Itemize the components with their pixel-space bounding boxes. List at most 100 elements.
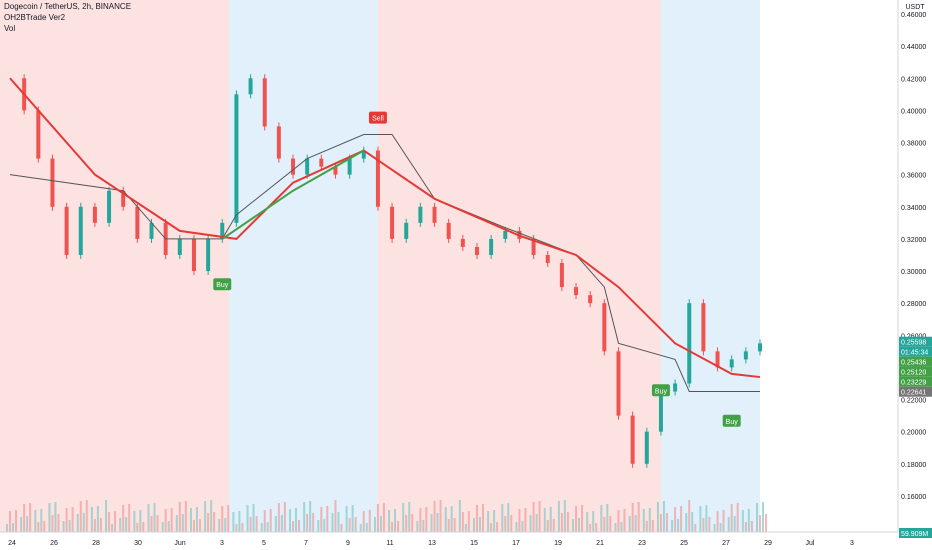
candle-body [149, 222, 154, 239]
volume-bar [348, 518, 351, 532]
candle-body [559, 263, 564, 288]
volume-bar [376, 504, 379, 532]
volume-bar [444, 507, 447, 532]
volume-bar [235, 524, 238, 532]
x-tick-label: 7 [304, 540, 308, 547]
candle-body [107, 190, 112, 223]
volume-bar [119, 518, 122, 532]
x-tick-label: 23 [638, 540, 646, 547]
volume-bar [388, 510, 391, 532]
volume-bar [535, 514, 538, 532]
volume-label: Vol [4, 24, 16, 33]
volume-bar [204, 501, 207, 532]
x-tick-label: 26 [50, 540, 58, 547]
volume-bar [62, 521, 65, 532]
candle-body [658, 391, 663, 432]
volume-bar [397, 521, 400, 532]
volume-bar [345, 506, 348, 532]
volume-bar [716, 511, 719, 532]
candle-body [92, 206, 97, 223]
x-tick-label: 28 [92, 540, 100, 547]
volume-bar [283, 502, 286, 532]
y-tick-label: 0.20000 [901, 430, 926, 437]
volume-bar [198, 519, 201, 532]
volume-bar [439, 500, 442, 532]
volume-bar [631, 503, 634, 532]
volume-bar [762, 502, 764, 532]
volume-bar [192, 520, 195, 532]
candle-body [347, 158, 352, 175]
volume-bar [677, 519, 680, 532]
volume-bar [560, 513, 563, 532]
volume-bar [532, 502, 535, 532]
volume-bar [487, 511, 490, 532]
x-tick-label: 3 [220, 540, 224, 547]
volume-bar [306, 514, 309, 532]
y-tick-label: 0.18000 [901, 462, 926, 469]
volume-bar [481, 504, 484, 532]
volume-bar [76, 514, 79, 532]
volume-bar [656, 502, 659, 532]
volume-bar [382, 503, 385, 532]
volume-bar [90, 507, 93, 532]
volume-bar [430, 514, 433, 532]
volume-bar [142, 522, 145, 532]
volume-bar [659, 514, 662, 532]
volume-bar [702, 518, 705, 532]
symbol-title: Dogecoin / TetherUS, 2h, BINANCE [4, 2, 132, 11]
volume-bar [125, 517, 128, 532]
volume-bar [617, 510, 620, 532]
volume-bar [15, 510, 17, 532]
y-tick-label: 0.34000 [901, 205, 926, 212]
volume-bar [603, 517, 606, 532]
volume-bar [529, 515, 532, 532]
volume-bar [493, 510, 496, 532]
volume-bar [719, 523, 722, 532]
volume-bar [501, 504, 504, 532]
candle-body [460, 238, 465, 247]
volume-bar [136, 523, 139, 532]
price-label-box [899, 528, 932, 538]
volume-bar [111, 524, 114, 532]
candle-body [404, 222, 409, 239]
volume-bar [175, 515, 178, 532]
x-tick-label: 9 [346, 540, 350, 547]
price-label-box [899, 366, 932, 377]
candle-body [375, 150, 380, 207]
volume-bar [365, 523, 368, 532]
price-label: 0.25436 [901, 360, 926, 367]
volume-bar [566, 512, 569, 532]
volume-bar [671, 520, 674, 532]
volume-bar [581, 505, 584, 532]
volume-bar [634, 515, 637, 532]
volume-bar [105, 500, 108, 532]
volume-bar [518, 509, 521, 532]
svg-text:Buy: Buy [216, 282, 229, 289]
volume-bar [195, 507, 198, 532]
volume-bar [694, 524, 697, 532]
volume-bar [317, 520, 320, 532]
volume-bar [108, 512, 111, 532]
volume-bar [507, 503, 510, 532]
candle-body [220, 222, 225, 239]
volume-bar [241, 523, 244, 532]
volume-bar [362, 511, 365, 532]
volume-bar [637, 502, 640, 532]
x-tick-label: Jul [806, 540, 815, 547]
price-label: 01:45:34 [901, 350, 928, 357]
volume-bar [20, 517, 23, 532]
volume-bar [546, 520, 549, 532]
volume-bar [524, 508, 527, 532]
volume-bar [433, 501, 436, 532]
candle-body [729, 359, 734, 368]
volume-bar [161, 522, 164, 532]
volume-bar [373, 517, 376, 532]
volume-bar [238, 511, 241, 532]
x-tick-label: 5 [262, 540, 266, 547]
candle-body [319, 158, 324, 167]
volume-bar [705, 505, 708, 532]
volume-bar [85, 500, 88, 532]
buy-signal: Buy [722, 414, 741, 427]
candle-body [291, 158, 296, 175]
